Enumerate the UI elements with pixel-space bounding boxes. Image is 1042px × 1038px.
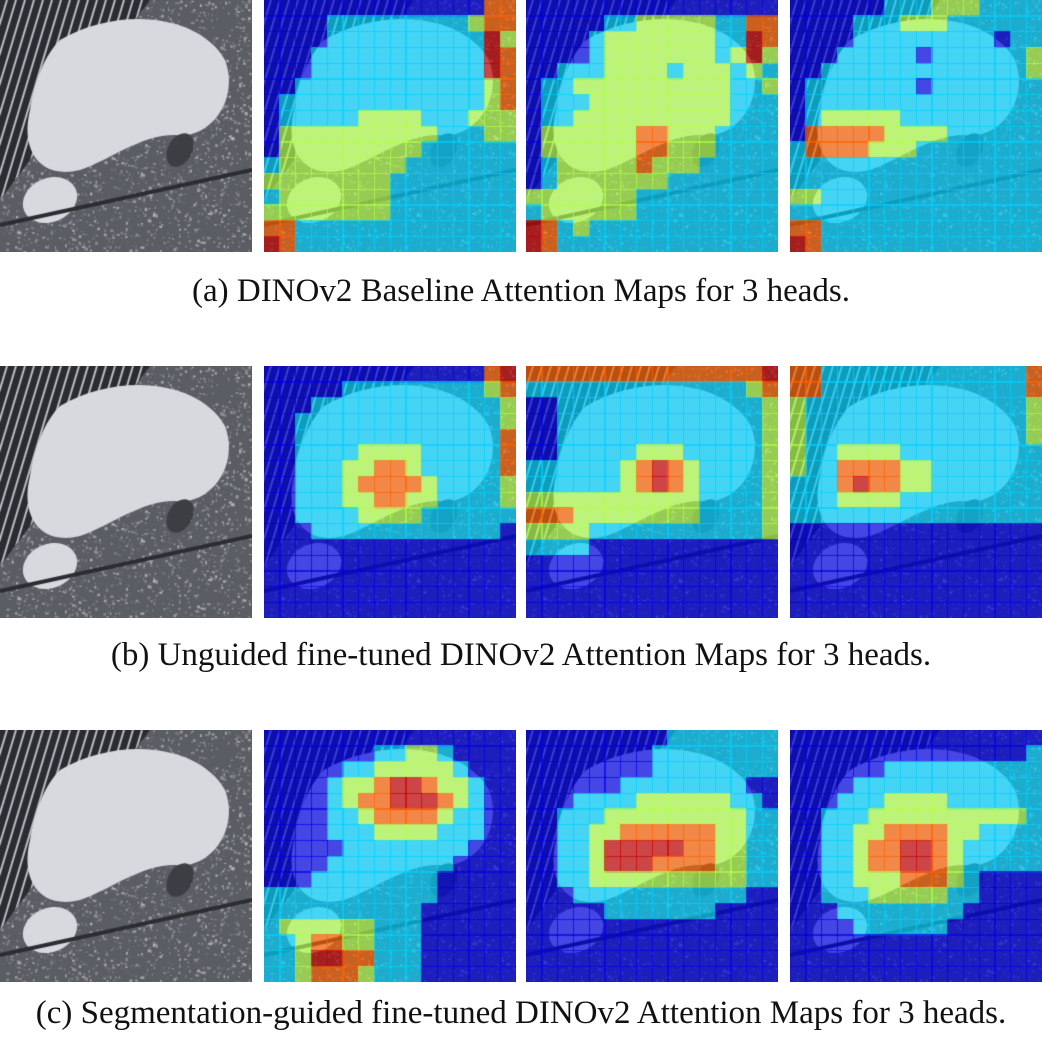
attention-map-canvas — [264, 366, 516, 618]
attention-map-head-2 — [526, 366, 778, 618]
attention-map-head-2 — [526, 730, 778, 982]
caption-c: (c) Segmentation-guided fine-tuned DINOv… — [35, 995, 1007, 1031]
attention-map-head-3 — [790, 730, 1042, 982]
caption-b: (b) Unguided fine-tuned DINOv2 Attention… — [110, 637, 932, 673]
attention-map-canvas — [526, 0, 778, 252]
attention-map-canvas — [264, 730, 516, 982]
attention-map-head-2 — [526, 0, 778, 252]
attention-map-head-1 — [264, 0, 516, 252]
attention-map-canvas — [790, 730, 1042, 982]
attention-map-canvas — [790, 0, 1042, 252]
input-image — [0, 366, 252, 618]
caption-a: (a) DINOv2 Baseline Attention Maps for 3… — [191, 273, 851, 309]
attention-map-canvas — [790, 366, 1042, 618]
input-image-canvas — [0, 366, 252, 618]
input-image — [0, 0, 252, 252]
input-image — [0, 730, 252, 982]
attention-map-canvas — [264, 0, 516, 252]
attention-map-head-3 — [790, 366, 1042, 618]
input-image-canvas — [0, 0, 252, 252]
input-image-canvas — [0, 730, 252, 982]
attention-map-canvas — [526, 730, 778, 982]
attention-map-head-1 — [264, 366, 516, 618]
attention-map-head-3 — [790, 0, 1042, 252]
attention-map-head-1 — [264, 730, 516, 982]
attention-map-canvas — [526, 366, 778, 618]
